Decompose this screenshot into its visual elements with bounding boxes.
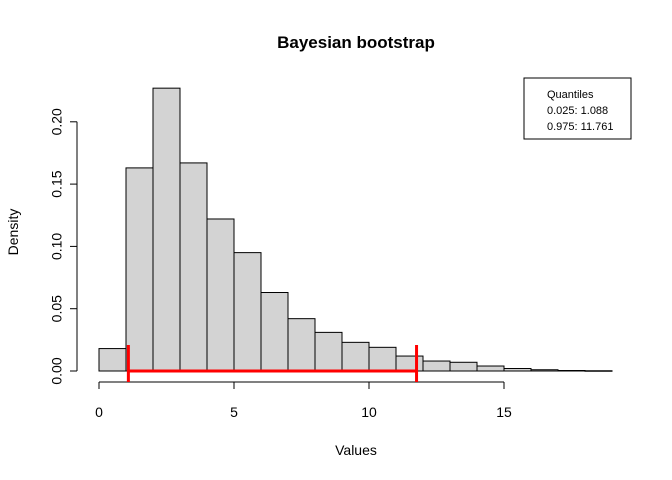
histogram-bar bbox=[422, 360, 451, 372]
histogram-bar bbox=[125, 167, 154, 372]
y-tick-label: 0.00 bbox=[49, 357, 65, 384]
legend-title: Quantiles bbox=[547, 89, 594, 101]
histogram-bar bbox=[341, 341, 370, 372]
legend: Quantiles 0.025: 1.088 0.975: 11.761 bbox=[523, 77, 632, 140]
histogram-bar bbox=[98, 348, 127, 372]
y-axis: 0.00 0.05 0.10 0.15 0.20 bbox=[49, 108, 78, 385]
bars-group bbox=[98, 87, 613, 372]
chart-title: Bayesian bootstrap bbox=[277, 33, 435, 52]
legend-line-upper: 0.975: 11.761 bbox=[547, 121, 613, 133]
histogram-bar bbox=[179, 162, 208, 372]
histogram-bar bbox=[476, 365, 505, 372]
legend-line-lower: 0.025: 1.088 bbox=[547, 105, 608, 117]
histogram-bar bbox=[152, 87, 181, 372]
legend-box bbox=[523, 77, 632, 140]
y-tick-label: 0.20 bbox=[49, 108, 65, 135]
histogram-bar bbox=[395, 355, 424, 372]
histogram-bar bbox=[314, 331, 343, 372]
histogram-bar bbox=[233, 252, 262, 372]
x-tick-label: 10 bbox=[361, 404, 377, 420]
x-tick-label: 15 bbox=[496, 404, 512, 420]
histogram-bar bbox=[368, 346, 397, 372]
y-tick-label: 0.05 bbox=[49, 295, 65, 322]
x-axis: 0 5 10 15 bbox=[95, 381, 512, 420]
histogram-bar bbox=[260, 292, 289, 372]
histogram-bar bbox=[557, 370, 586, 372]
histogram-bar bbox=[206, 218, 235, 372]
x-tick-label: 0 bbox=[95, 404, 103, 420]
histogram-bar bbox=[530, 369, 559, 372]
x-tick-label: 5 bbox=[230, 404, 238, 420]
histogram-bar bbox=[287, 318, 316, 372]
y-tick-label: 0.15 bbox=[49, 170, 65, 197]
histogram-bar bbox=[584, 370, 613, 372]
histogram-bar bbox=[503, 368, 532, 372]
y-tick-label: 0.10 bbox=[49, 233, 65, 260]
histogram-bar bbox=[449, 361, 478, 372]
y-axis-label: Density bbox=[5, 209, 21, 256]
interval-group bbox=[126, 345, 419, 382]
x-axis-label: Values bbox=[335, 442, 377, 458]
